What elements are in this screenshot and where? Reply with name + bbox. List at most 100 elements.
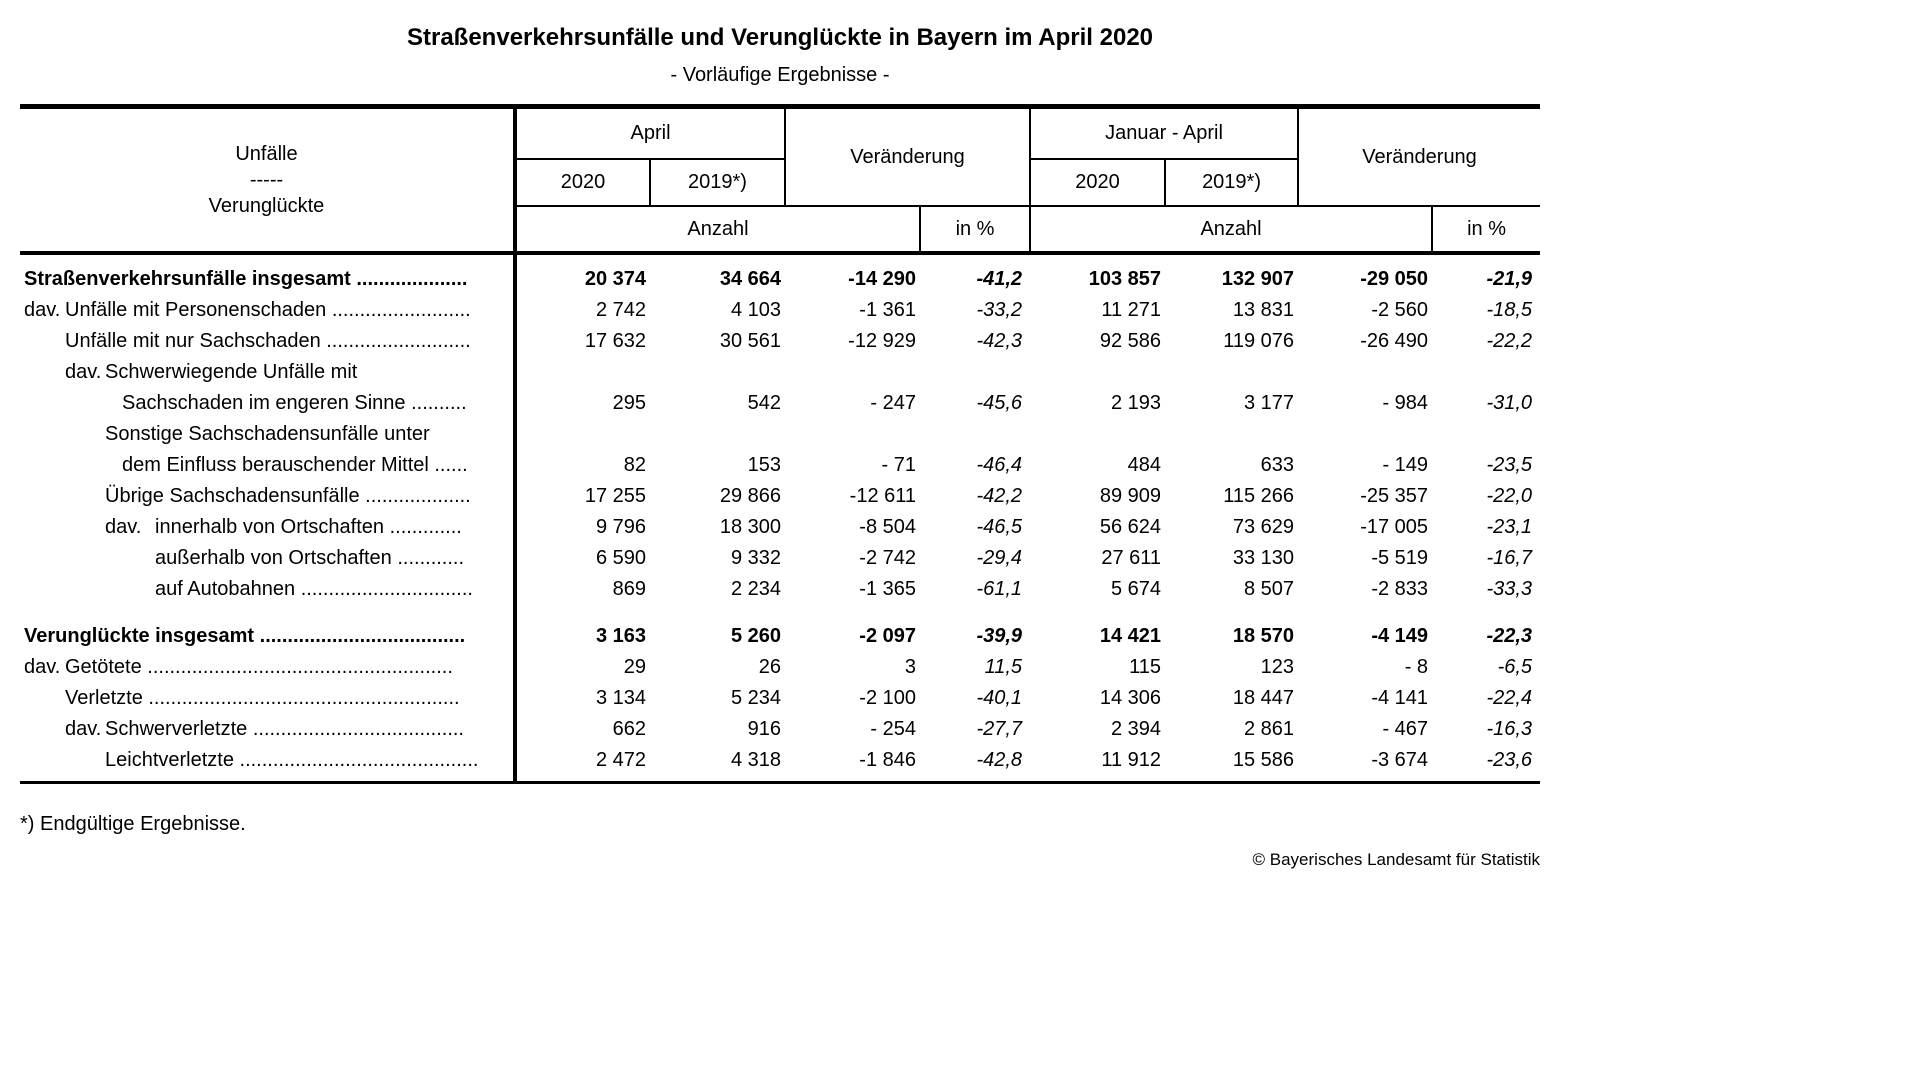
value-cell: 2 193: [1110, 392, 1162, 414]
value-cell: -42,3: [976, 330, 1023, 352]
row-label: dav. Schwerverletzte ....................…: [20, 714, 517, 745]
table-row: Verletzte ..............................…: [20, 683, 1540, 714]
copyright: © Bayerisches Landesamt für Statistik: [1252, 850, 1540, 869]
value-cell: -4 141: [1371, 687, 1429, 709]
value-cell: - 149: [1382, 454, 1429, 476]
value-cell: - 254: [870, 718, 917, 740]
value-cell: 18 300: [719, 516, 782, 538]
value-cell: 26: [758, 656, 782, 678]
value-cell: 18 447: [1232, 687, 1295, 709]
value-cell: 4 318: [730, 749, 782, 771]
value-cell: -33,3: [1486, 578, 1533, 600]
value-cell: -8 504: [859, 516, 917, 538]
table-row: dav. Schwerverletzte ....................…: [20, 714, 1540, 745]
value-cell: -2 833: [1371, 578, 1429, 600]
value-cell: - 71: [881, 454, 917, 476]
col-header-2020-jan-april: 2020: [1030, 159, 1167, 207]
value-cell: 542: [747, 392, 782, 414]
value-cell: 18 570: [1232, 625, 1295, 647]
page: Straßenverkehrsunfälle und Verunglückte …: [20, 0, 1541, 870]
value-cell: 4 103: [730, 299, 782, 321]
page-title: Straßenverkehrsunfälle und Verunglückte …: [406, 24, 1154, 51]
unit-header-pct-jan-april: in %: [1432, 206, 1541, 255]
row-label: dav. Unfälle mit Personenschaden ........…: [20, 295, 517, 326]
value-cell: -16,7: [1486, 547, 1533, 569]
value-cell: -18,5: [1486, 299, 1533, 321]
value-cell: -1 846: [859, 749, 917, 771]
value-cell: 484: [1127, 454, 1162, 476]
table-row: dav. innerhalb von Ortschaften ..........…: [20, 512, 1540, 543]
value-cell: 11,5: [984, 656, 1023, 678]
value-cell: 92 586: [1099, 330, 1162, 352]
unit-header-anzahl-april: Anzahl: [515, 206, 922, 255]
value-cell: - 984: [1382, 392, 1429, 414]
table-row: Verunglückte insgesamt .................…: [20, 621, 1540, 652]
value-cell: 8 507: [1243, 578, 1295, 600]
table-row: dav. Unfälle mit Personenschaden ........…: [20, 295, 1540, 326]
row-label: Verunglückte insgesamt .................…: [20, 621, 517, 652]
value-cell: 6 590: [595, 547, 646, 569]
value-cell: -29,4: [976, 547, 1023, 569]
statistics-table: Unfälle ----- Verunglückte April Verände…: [20, 104, 1541, 784]
value-cell: 662: [612, 718, 646, 740]
value-cell: -16,3: [1486, 718, 1533, 740]
value-cell: 3: [904, 656, 917, 678]
value-cell: -33,2: [976, 299, 1023, 321]
value-cell: 9 796: [595, 516, 646, 538]
stub-header-line-verungluechte: Verunglückte: [208, 195, 325, 217]
col-header-2019-april: 2019*): [650, 159, 787, 207]
value-cell: - 247: [870, 392, 917, 414]
table-row: außerhalb von Ortschaften ............ 6 …: [20, 543, 1540, 574]
stub-header-divider: -----: [249, 169, 284, 191]
unit-header-pct-april: in %: [920, 206, 1032, 255]
value-cell: -23,1: [1486, 516, 1533, 538]
table-row: auf Autobahnen .........................…: [20, 574, 1540, 605]
value-cell: 2 742: [595, 299, 646, 321]
value-cell: - 8: [1404, 656, 1429, 678]
value-cell: -29 050: [1360, 268, 1429, 290]
spacer-row: [20, 605, 1540, 621]
page-subtitle: - Vorläufige Ergebnisse -: [670, 64, 890, 86]
value-cell: 17 632: [584, 330, 646, 352]
col-group-april: April: [515, 106, 787, 160]
value-cell: -5 519: [1371, 547, 1429, 569]
value-cell: -1 361: [859, 299, 917, 321]
value-cell: 869: [612, 578, 646, 600]
unit-header-anzahl-jan-april: Anzahl: [1030, 206, 1434, 255]
table-row: Unfälle mit nur Sachschaden ............…: [20, 326, 1540, 357]
col-group-jan-april: Januar - April: [1030, 106, 1300, 160]
value-cell: 11 271: [1101, 299, 1162, 321]
value-cell: -17 005: [1360, 516, 1429, 538]
value-cell: -2 097: [859, 625, 917, 647]
value-cell: 115: [1129, 656, 1162, 678]
value-cell: -23,5: [1486, 454, 1533, 476]
row-label: dav. Schwerwiegende Unfälle mit Sachschade…: [20, 357, 517, 419]
value-cell: -46,4: [976, 454, 1023, 476]
value-cell: -42,2: [976, 485, 1023, 507]
value-cell: -21,9: [1486, 268, 1533, 290]
row-label: Unfälle mit nur Sachschaden ............…: [20, 326, 517, 357]
value-cell: 29: [623, 656, 646, 678]
value-cell: 13 831: [1232, 299, 1295, 321]
row-label: Verletzte ..............................…: [20, 683, 517, 714]
value-cell: -31,0: [1486, 392, 1533, 414]
value-cell: -22,2: [1486, 330, 1533, 352]
value-cell: -42,8: [976, 749, 1023, 771]
value-cell: 34 664: [719, 268, 782, 290]
value-cell: -45,6: [976, 392, 1023, 414]
value-cell: 3 163: [595, 625, 646, 647]
value-cell: -61,1: [976, 578, 1023, 600]
value-cell: -39,9: [976, 625, 1023, 647]
table-row: Sonstige Sachschadensunfälle unter dem Ei…: [20, 419, 1540, 481]
value-cell: -12 929: [848, 330, 917, 352]
value-cell: 2 234: [730, 578, 782, 600]
value-cell: 5 260: [730, 625, 782, 647]
value-cell: 14 421: [1099, 625, 1162, 647]
value-cell: 153: [747, 454, 782, 476]
value-cell: -2 742: [859, 547, 917, 569]
value-cell: 103 857: [1088, 268, 1162, 290]
value-cell: -41,2: [976, 268, 1023, 290]
table-row: dav. Getötete ...........................…: [20, 652, 1540, 683]
value-cell: 115 266: [1223, 485, 1295, 507]
value-cell: 14 306: [1099, 687, 1162, 709]
